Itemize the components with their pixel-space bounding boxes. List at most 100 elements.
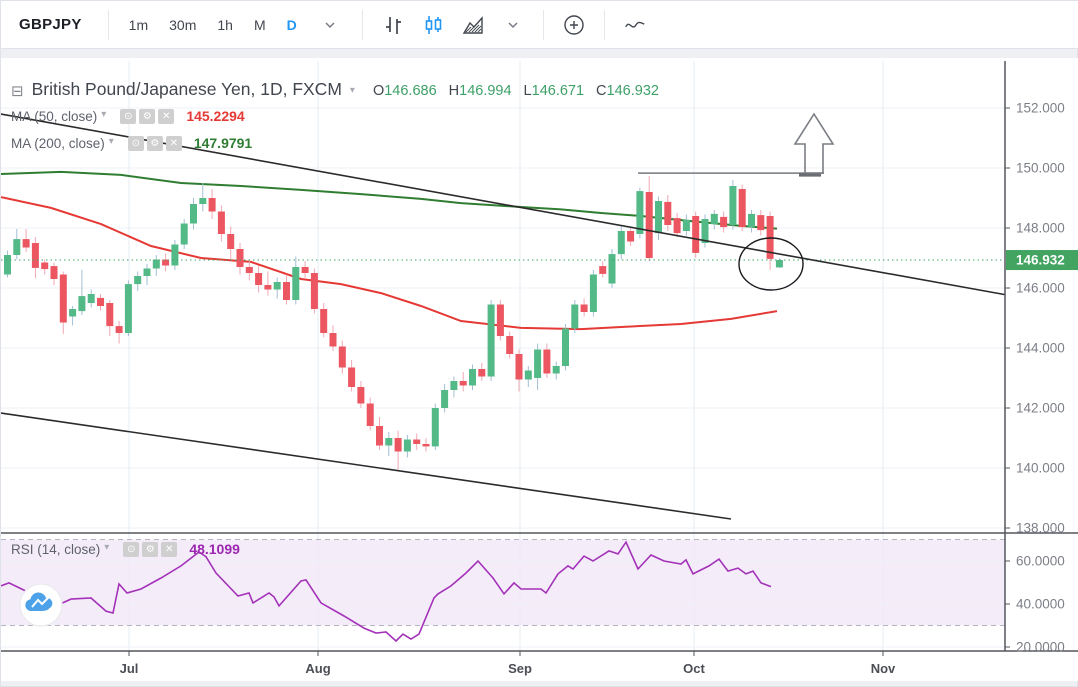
close-value: 146.932 — [606, 83, 659, 99]
candle-body — [385, 438, 393, 446]
candle-body — [13, 239, 21, 255]
instrument-title[interactable]: British Pound/Japanese Yen, 1D, FXCM — [31, 79, 342, 99]
candle-body — [143, 268, 151, 276]
trend-line-tool-icon[interactable] — [623, 13, 647, 37]
toolbar: GBPJPY 1m 30m 1h M D — [1, 1, 1078, 49]
current-price-tag-bg — [1006, 250, 1078, 271]
timeframe-1M[interactable]: M — [253, 16, 266, 33]
rsi-legend-row: RSI (14, close) ▾ ⊙ ⚙ ✕ 48.1099 — [11, 541, 240, 557]
candle-body — [310, 273, 318, 309]
descending-trendline-lower[interactable] — [1, 412, 732, 520]
title-caret-icon[interactable]: ▾ — [349, 85, 355, 96]
candle-body — [245, 267, 253, 273]
candle-body — [673, 218, 681, 234]
high-value: 146.994 — [459, 83, 512, 99]
timeframe-group: 1m 30m 1h M D — [109, 13, 362, 37]
candle-body — [171, 244, 179, 266]
bar-chart-icon[interactable] — [381, 13, 405, 37]
ma50-line[interactable] — [1, 196, 778, 331]
candle-body — [320, 309, 328, 333]
symbol-search-button[interactable]: GBPJPY — [19, 16, 82, 33]
candle-body — [422, 444, 430, 447]
candle-body — [580, 304, 588, 312]
ma200-label[interactable]: MA (200, close) — [11, 135, 105, 151]
toolbar-separator — [542, 9, 544, 40]
timeframe-1h[interactable]: 1h — [217, 16, 233, 33]
timeframe-1D-active[interactable]: D — [286, 16, 297, 33]
candle-body — [22, 239, 30, 248]
candle-body — [729, 186, 737, 225]
candle-body — [348, 367, 356, 387]
candle-body — [543, 349, 551, 374]
time-axis[interactable]: Jul Aug Sep Oct Nov — [120, 651, 896, 676]
candle-body — [376, 426, 383, 446]
compare-add-icon[interactable] — [562, 13, 586, 37]
candle-body — [190, 204, 197, 224]
candle-body — [775, 260, 783, 268]
candle-body — [496, 304, 504, 336]
candle-body — [701, 219, 709, 243]
rsi-value: 48.1099 — [189, 541, 240, 557]
candle-body — [301, 267, 309, 273]
low-label: L — [523, 83, 532, 99]
timeframe-30m[interactable]: 30m — [169, 16, 197, 33]
candlestick-chart-icon[interactable] — [421, 13, 445, 37]
area-chart-icon[interactable] — [461, 13, 485, 37]
candle-body — [469, 369, 476, 386]
candle-body — [292, 267, 300, 300]
price-tick-label: 144.000 — [1016, 341, 1065, 356]
timeframe-1m[interactable]: 1m — [128, 16, 149, 33]
candle-body — [283, 282, 290, 300]
candle-body — [115, 326, 123, 333]
provider-logo[interactable] — [19, 583, 63, 627]
candle-body — [655, 201, 662, 234]
candle-body — [487, 304, 495, 377]
ma50-settings-icon[interactable]: ⚙ — [139, 108, 156, 124]
ma50-eye-icon[interactable]: ⊙ — [120, 108, 137, 124]
candle-body — [403, 439, 411, 452]
rsi-eye-icon[interactable]: ⊙ — [123, 541, 140, 557]
candle-body — [571, 304, 579, 329]
ma50-remove-icon[interactable]: ✕ — [158, 108, 175, 124]
ma50-label[interactable]: MA (50, close) — [11, 108, 98, 124]
chart-type-group — [363, 13, 543, 37]
candle-body — [87, 294, 95, 303]
candle-body — [524, 370, 532, 380]
candle-body — [366, 403, 374, 426]
candle-body — [41, 262, 49, 270]
candle-body — [50, 266, 58, 279]
candle-body — [134, 276, 142, 285]
rsi-settings-icon[interactable]: ⚙ — [142, 541, 159, 557]
candle-body — [59, 274, 67, 323]
ma50-value: 145.2294 — [186, 108, 245, 124]
candle-body — [459, 381, 467, 386]
toolbar-separator — [361, 9, 363, 40]
rsi-caret-icon[interactable]: ▾ — [104, 541, 110, 553]
ma200-legend-row: MA (200, close) ▾ ⊙ ⚙ ✕ 147.9791 — [11, 135, 252, 151]
rsi-line[interactable] — [1, 540, 772, 643]
ma50-caret-icon[interactable]: ▾ — [101, 108, 107, 120]
current-price-tag-value: 146.932 — [1016, 253, 1065, 268]
ohlc-readout: O146.686 H146.994 L146.671 C146.932 — [373, 83, 659, 99]
price-axis[interactable]: 152.000 150.000 148.000 146.000 144.000 142.0… — [1005, 101, 1078, 655]
ellipse-annotation[interactable] — [738, 237, 804, 291]
timeframe-chevron-down-icon[interactable] — [318, 13, 342, 37]
candle-body — [738, 189, 746, 228]
price-tick-label: 140.000 — [1016, 461, 1065, 476]
candle-body — [217, 211, 225, 234]
chart-canvas[interactable]: 152.000 150.000 148.000 146.000 144.000 142.0… — [1, 58, 1078, 681]
ma200-caret-icon[interactable]: ▾ — [108, 135, 114, 147]
ma200-value: 147.9791 — [193, 135, 253, 151]
up-arrow-annotation[interactable] — [793, 112, 835, 174]
ma200-settings-icon[interactable]: ⚙ — [146, 135, 163, 151]
month-label: Aug — [305, 661, 330, 676]
chart-type-chevron-down-icon[interactable] — [501, 13, 525, 37]
candle-body — [608, 254, 616, 284]
rsi-remove-icon[interactable]: ✕ — [161, 541, 178, 557]
candle-body — [552, 366, 560, 374]
ma200-eye-icon[interactable]: ⊙ — [127, 135, 144, 151]
candle-body — [162, 259, 170, 266]
ma200-remove-icon[interactable]: ✕ — [165, 135, 182, 151]
rsi-label[interactable]: RSI (14, close) — [11, 541, 101, 557]
collapse-pane-icon[interactable]: ⊟ — [11, 83, 24, 100]
